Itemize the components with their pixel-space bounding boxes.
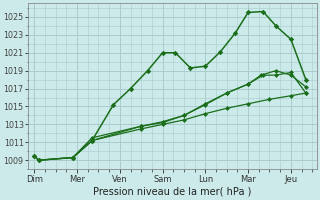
- X-axis label: Pression niveau de la mer( hPa ): Pression niveau de la mer( hPa ): [93, 187, 252, 197]
